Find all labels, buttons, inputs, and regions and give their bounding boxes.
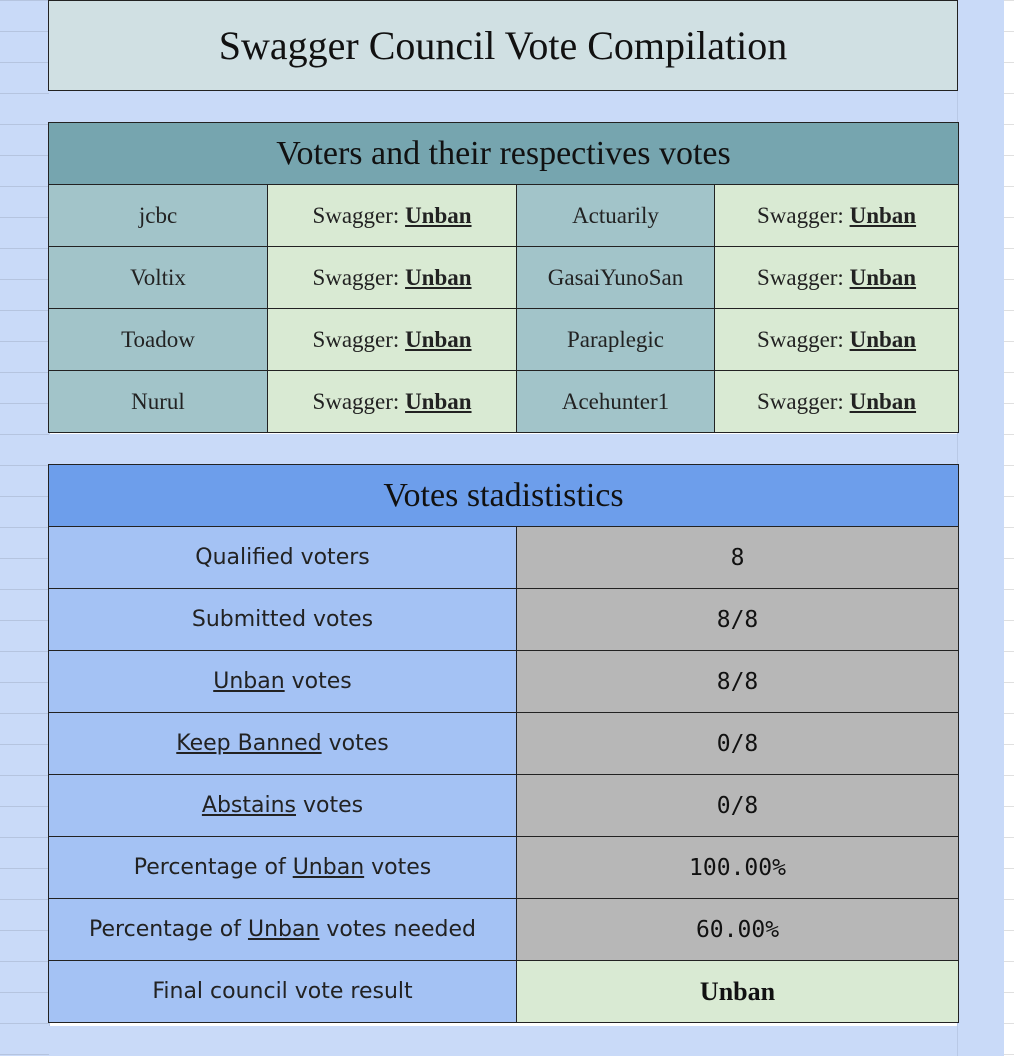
stat-label-cell[interactable]: Unban votes [48, 650, 517, 713]
vote-prefix: Swagger: [312, 202, 406, 228]
voters-table-row: Nurul Swagger: Unban Acehunter1 Swagger: Un… [48, 370, 960, 433]
vote-choice: Unban [405, 202, 472, 228]
vote-choice: Unban [405, 264, 472, 290]
stat-label-cell[interactable]: Abstains votes [48, 774, 517, 837]
vote-prefix: Swagger: [312, 388, 406, 414]
spacer-row [49, 434, 957, 464]
stat-value-cell[interactable]: 0/8 [515, 774, 960, 837]
voter-name-cell[interactable]: Actuarily [516, 184, 715, 247]
final-result-cell[interactable]: Unban [515, 960, 960, 1023]
stats-table-header[interactable]: Votes stadististics [47, 464, 960, 527]
stats-table: Votes stadististics Qualified voters 8 Sub… [47, 464, 960, 1023]
voter-name-cell[interactable]: Nurul [48, 370, 268, 433]
stats-table-row: Unban votes 8/8 [48, 650, 960, 713]
stat-label-cell[interactable]: Keep Banned votes [48, 712, 517, 775]
stat-label-text: votes [284, 669, 352, 694]
spacer-row [49, 90, 957, 122]
page-title[interactable]: Swagger Council Vote Compilation [48, 0, 958, 91]
voter-vote-cell[interactable]: Swagger: Unban [267, 370, 517, 433]
stat-value-cell[interactable]: 0/8 [515, 712, 960, 775]
vote-prefix: Swagger: [756, 264, 850, 290]
voter-vote-cell[interactable]: Swagger: Unban [267, 246, 517, 309]
stat-value-cell[interactable]: 8/8 [515, 650, 960, 713]
voters-table: Voters and their respectives votes jcbc S… [47, 122, 960, 433]
stat-label-text: votes [296, 793, 364, 818]
voters-table-row: jcbc Swagger: Unban Actuarily Swagger: Unba… [48, 184, 960, 247]
voter-vote-cell[interactable]: Swagger: Unban [713, 184, 960, 247]
stat-label-emphasis: Keep Banned [176, 731, 322, 756]
vote-prefix: Swagger: [756, 202, 850, 228]
stat-label-cell[interactable]: Final council vote result [48, 960, 517, 1023]
stats-table-row: Percentage of Unban votes needed 60.00% [48, 898, 960, 961]
stat-label-emphasis: Unban [213, 669, 285, 694]
stat-label-text: votes needed [319, 917, 476, 942]
voter-name-cell[interactable]: Acehunter1 [516, 370, 715, 433]
stat-label-text: Qualified voters [195, 545, 370, 570]
vote-prefix: Swagger: [312, 326, 406, 352]
spacer-row [49, 1026, 957, 1056]
vote-choice: Unban [849, 202, 917, 228]
voter-vote-cell[interactable]: Swagger: Unban [713, 370, 960, 433]
vote-prefix: Swagger: [756, 326, 850, 352]
stat-label-emphasis: Unban [292, 855, 365, 880]
vote-choice: Unban [849, 264, 917, 290]
stat-label-cell[interactable]: Percentage of Unban votes [48, 836, 517, 899]
spreadsheet-grid-right [1004, 0, 1014, 1056]
vote-choice: Unban [405, 326, 472, 352]
vote-choice: Unban [405, 388, 472, 414]
spreadsheet-grid-left [0, 0, 50, 1056]
voter-name-cell[interactable]: Toadow [48, 308, 268, 371]
stats-table-row: Final council vote result Unban [48, 960, 960, 1023]
spreadsheet-margin-right [957, 0, 1006, 1056]
stat-label-text: Final council vote result [152, 979, 413, 1004]
stat-label-text: Percentage of [89, 917, 248, 942]
voter-vote-cell[interactable]: Swagger: Unban [713, 308, 960, 371]
stat-label-cell[interactable]: Qualified voters [48, 526, 517, 589]
stats-table-row: Percentage of Unban votes 100.00% [48, 836, 960, 899]
stat-value-cell[interactable]: 8 [515, 526, 960, 589]
voters-table-row: Toadow Swagger: Unban Paraplegic Swagger: U… [48, 308, 960, 371]
stat-label-emphasis: Unban [247, 917, 320, 942]
vote-prefix: Swagger: [756, 388, 850, 414]
voter-vote-cell[interactable]: Swagger: Unban [267, 308, 517, 371]
voter-name-cell[interactable]: Voltix [48, 246, 268, 309]
voter-name-cell[interactable]: GasaiYunoSan [516, 246, 715, 309]
stat-value-cell[interactable]: 60.00% [515, 898, 960, 961]
vote-choice: Unban [849, 388, 917, 414]
voter-name-cell[interactable]: jcbc [48, 184, 268, 247]
vote-choice: Unban [849, 326, 917, 352]
voters-table-header[interactable]: Voters and their respectives votes [47, 122, 960, 185]
stat-value-cell[interactable]: 8/8 [515, 588, 960, 651]
stat-value-cell[interactable]: 100.00% [515, 836, 960, 899]
stats-table-row: Qualified voters 8 [48, 526, 960, 589]
stat-label-text: votes [321, 731, 389, 756]
stat-label-cell[interactable]: Submitted votes [48, 588, 517, 651]
stats-table-row: Abstains votes 0/8 [48, 774, 960, 837]
stat-label-cell[interactable]: Percentage of Unban votes needed [48, 898, 517, 961]
stat-label-text: Submitted votes [191, 607, 374, 632]
voter-vote-cell[interactable]: Swagger: Unban [267, 184, 517, 247]
stat-label-text: Percentage of [133, 855, 293, 880]
voters-table-row: Voltix Swagger: Unban GasaiYunoSan Swagger:… [48, 246, 960, 309]
vote-prefix: Swagger: [312, 264, 406, 290]
voter-name-cell[interactable]: Paraplegic [516, 308, 715, 371]
stats-table-row: Submitted votes 8/8 [48, 588, 960, 651]
voter-vote-cell[interactable]: Swagger: Unban [713, 246, 960, 309]
stat-label-text: votes [364, 855, 432, 880]
stat-label-emphasis: Abstains [201, 793, 296, 818]
stats-table-row: Keep Banned votes 0/8 [48, 712, 960, 775]
